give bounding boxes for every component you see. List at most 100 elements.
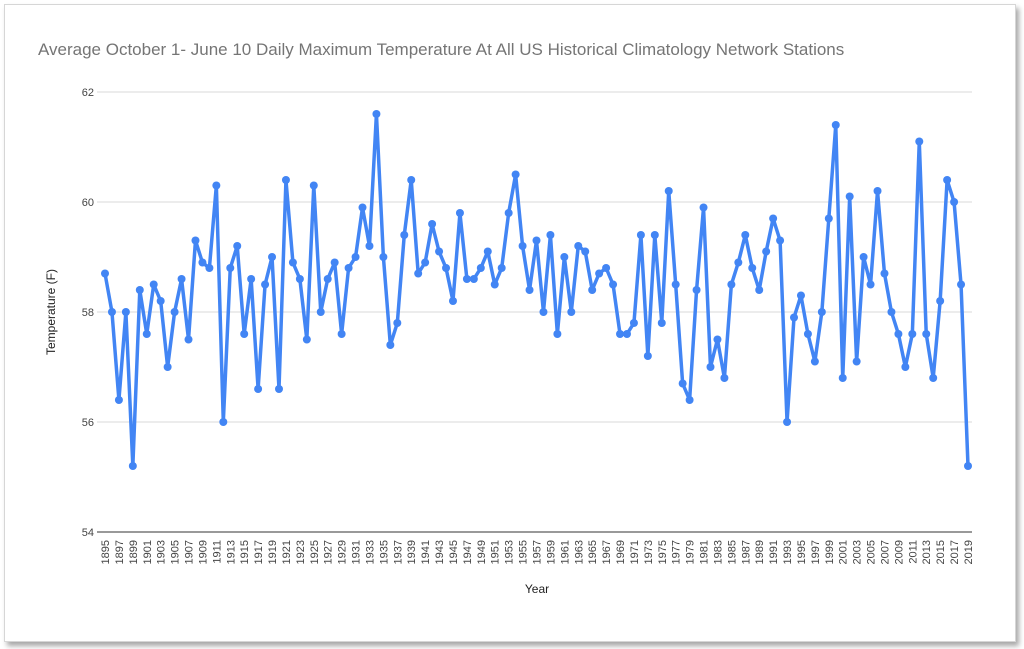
data-point — [901, 363, 910, 371]
x-tick-label: 1973 — [643, 540, 655, 564]
x-tick-label: 1923 — [295, 540, 307, 564]
x-tick-label: 1897 — [114, 540, 126, 564]
data-point — [553, 330, 562, 338]
x-tick-label: 1977 — [671, 540, 683, 564]
data-point — [588, 286, 597, 294]
data-point — [156, 297, 165, 305]
data-point — [602, 264, 611, 272]
data-point — [219, 418, 228, 426]
x-tick-label: 1913 — [225, 540, 237, 564]
x-tick-label: 1951 — [490, 540, 502, 564]
data-point — [713, 335, 722, 344]
data-point — [163, 363, 172, 371]
x-tick-label: 1969 — [615, 540, 627, 564]
data-point — [609, 280, 618, 289]
x-tick-label: 2019 — [963, 540, 975, 564]
x-tick-label: 2017 — [949, 540, 961, 564]
data-point — [121, 308, 130, 316]
data-point — [699, 203, 708, 212]
data-point — [616, 330, 625, 338]
data-point — [880, 269, 889, 278]
data-point — [101, 269, 109, 278]
data-point — [330, 258, 339, 267]
gridlines — [97, 91, 972, 533]
data-point — [504, 209, 513, 217]
data-point — [567, 308, 576, 316]
data-point — [497, 264, 506, 272]
data-point — [428, 220, 437, 228]
data-point — [483, 247, 492, 256]
x-tick-label: 1961 — [559, 540, 571, 564]
x-tick-label: 1911 — [211, 540, 223, 564]
y-tick-label: 54 — [82, 527, 94, 539]
x-tick-label: 1947 — [462, 540, 474, 564]
data-point — [810, 357, 819, 366]
data-point — [595, 269, 604, 278]
temperature-series-line — [103, 112, 970, 468]
data-point — [845, 192, 854, 201]
data-point — [421, 258, 430, 267]
data-point — [302, 335, 311, 344]
data-point — [274, 385, 283, 393]
data-point — [288, 258, 297, 267]
data-point — [191, 236, 200, 245]
x-tick-label: 1927 — [323, 540, 335, 564]
data-point — [344, 264, 353, 272]
x-tick-label: 1907 — [184, 540, 196, 564]
x-tick-label: 1937 — [392, 540, 404, 564]
x-tick-label: 1995 — [796, 540, 808, 564]
data-point — [636, 231, 645, 239]
data-point — [135, 286, 144, 294]
x-tick-label: 1915 — [239, 540, 251, 564]
data-point — [817, 308, 826, 316]
data-point — [372, 110, 381, 118]
x-tick-label: 2005 — [866, 540, 878, 564]
data-point — [212, 181, 221, 190]
x-tick-label: 1967 — [601, 540, 613, 564]
data-point — [414, 269, 423, 278]
y-tick-label: 58 — [82, 307, 94, 319]
x-tick-label: 1957 — [532, 540, 544, 564]
x-tick-label: 1925 — [309, 540, 321, 564]
x-tick-label: 1899 — [128, 540, 140, 564]
data-point — [796, 291, 805, 300]
data-point — [281, 176, 290, 184]
data-point — [114, 396, 123, 404]
x-tick-label: 1999 — [824, 540, 836, 564]
x-tick-label: 2011 — [907, 540, 919, 564]
data-point — [107, 308, 116, 316]
x-tick-label: 1943 — [434, 540, 446, 564]
x-tick-label: 1953 — [504, 540, 516, 564]
x-tick-label: 1985 — [726, 540, 738, 564]
x-tick-label: 1989 — [754, 540, 766, 564]
data-point — [671, 280, 680, 289]
data-point — [964, 462, 972, 470]
data-point — [532, 236, 541, 245]
data-point — [915, 137, 924, 146]
data-point — [198, 258, 207, 267]
x-tick-label: 1945 — [448, 540, 460, 564]
x-tick-label: 1983 — [712, 540, 724, 564]
y-axis-label: Temperature (F) — [44, 269, 58, 355]
data-point — [539, 308, 548, 316]
data-point — [727, 280, 736, 289]
data-point — [400, 231, 409, 239]
x-tick-label: 1929 — [337, 540, 349, 564]
data-point — [574, 242, 583, 250]
data-point — [776, 236, 785, 245]
data-point — [365, 242, 374, 250]
data-point — [581, 247, 590, 256]
data-point — [295, 275, 304, 283]
data-point — [142, 330, 151, 338]
x-tick-label: 1905 — [170, 540, 182, 564]
data-point — [170, 308, 179, 316]
data-point — [435, 247, 444, 256]
data-point — [149, 280, 158, 289]
data-point — [128, 462, 137, 470]
x-tick-label: 1941 — [420, 540, 432, 564]
data-point — [657, 319, 666, 327]
data-point — [643, 352, 652, 360]
data-point — [511, 170, 520, 179]
data-point — [866, 280, 875, 289]
